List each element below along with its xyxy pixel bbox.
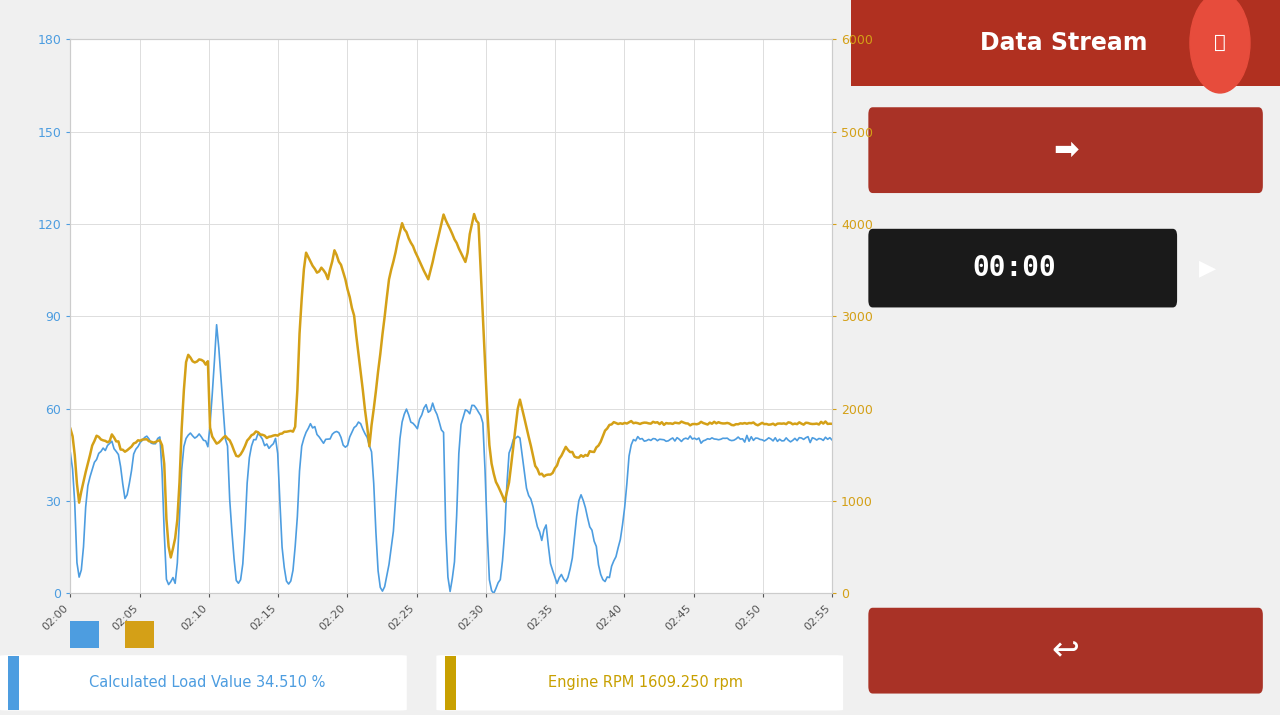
Circle shape: [1190, 0, 1251, 93]
Text: Engine RPM 1609.250 rpm: Engine RPM 1609.250 rpm: [548, 676, 744, 690]
FancyBboxPatch shape: [868, 107, 1263, 193]
Text: Data Stream: Data Stream: [980, 31, 1147, 55]
Text: ↩: ↩: [1052, 634, 1079, 667]
Text: 00:00: 00:00: [973, 254, 1056, 282]
Bar: [851, 0, 1280, 86]
Bar: [445, 656, 456, 710]
FancyBboxPatch shape: [868, 229, 1178, 307]
FancyBboxPatch shape: [436, 655, 844, 711]
Text: 📷: 📷: [1215, 34, 1226, 52]
Bar: [9, 656, 19, 710]
FancyBboxPatch shape: [868, 608, 1263, 694]
Bar: [125, 621, 154, 649]
Text: ➡: ➡: [1053, 136, 1078, 164]
Text: ▶: ▶: [1198, 258, 1216, 278]
Bar: [70, 621, 100, 649]
Text: Calculated Load Value 34.510 %: Calculated Load Value 34.510 %: [90, 676, 326, 690]
FancyBboxPatch shape: [0, 655, 407, 711]
